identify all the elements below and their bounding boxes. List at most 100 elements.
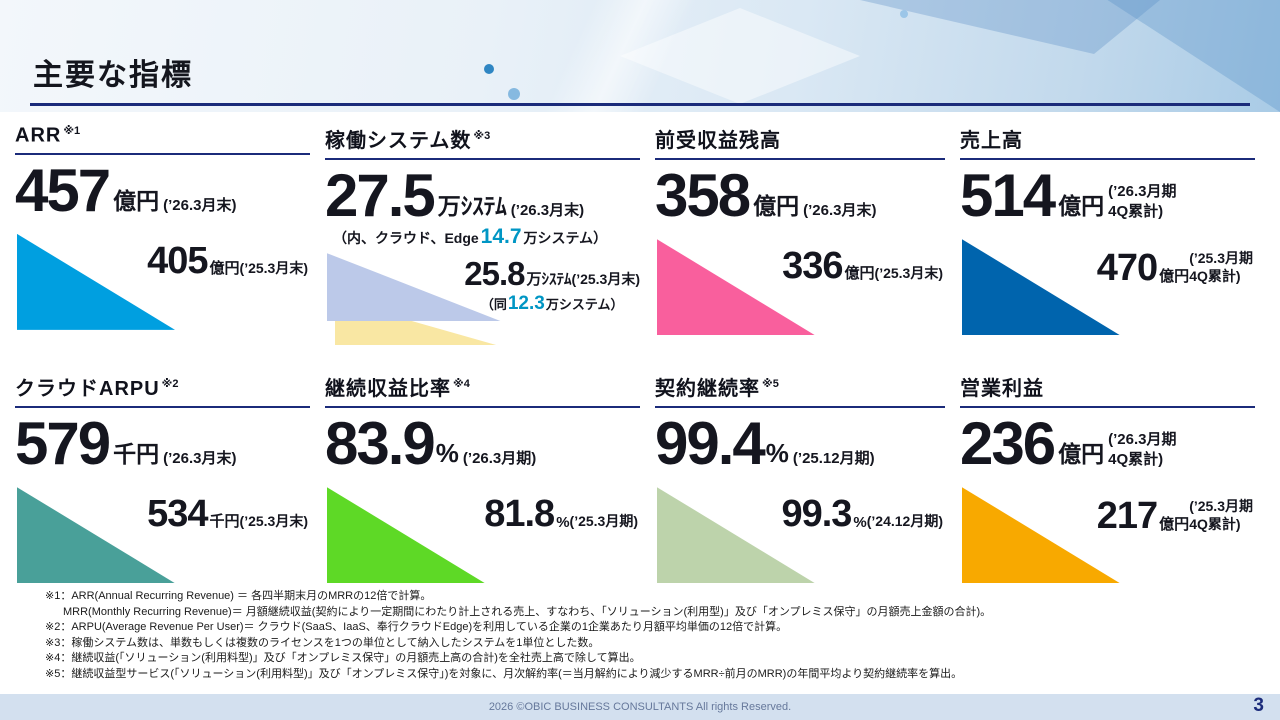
previous-value-unit: % — [853, 514, 867, 532]
card-title-text: 営業利益 — [960, 378, 1044, 400]
current-value-period: (’26.3月期 4Q累計) — [1108, 182, 1176, 221]
previous-subnote-suffix: 万システム） — [545, 296, 624, 312]
decor-dot — [508, 88, 520, 100]
decor-dot — [900, 10, 908, 18]
page-title: 主要な指標 — [33, 59, 193, 92]
card-title-text: 稼働システム数 — [325, 130, 472, 152]
previous-value-unit: % — [556, 514, 570, 532]
current-value-unit: 億円 — [113, 187, 160, 214]
current-value: 99.4 % (’25.12月期) — [655, 413, 945, 473]
header-background: 主要な指標 — [0, 0, 1280, 112]
metric-card-retention-rate: 契約継続率 ※5 99.4 % (’25.12月期) 99.3% (’24.12月期… — [655, 372, 945, 598]
card-title: 前受収益残高 — [655, 124, 945, 160]
metric-card-systems: 稼働システム数 ※3 27.5 万ｼｽﾃﾑ (’26.3月末) （内、クラウド、E… — [325, 124, 640, 364]
current-value: 457 億円 (’26.3月末) — [15, 156, 310, 224]
previous-value: 25.8 万ｼｽﾃﾑ (’25.3月末) （同12.3万システム） — [464, 255, 640, 315]
trend-graphic: 81.8% (’25.3月期) — [325, 483, 640, 585]
current-value-period: (’26.3月末) — [803, 202, 877, 220]
card-title-text: 継続収益比率 — [325, 378, 451, 400]
current-value-number: 83.9 — [325, 410, 436, 477]
current-value-unit: % — [435, 438, 459, 469]
page-number: 3 — [1253, 695, 1264, 716]
current-value-unit: 億円 — [753, 193, 800, 220]
previous-value-number: 81.8 — [484, 493, 555, 536]
current-value-unit: 千円 — [113, 441, 160, 468]
previous-value-period: (’25.3月末) — [571, 270, 640, 287]
trend-graphic: 470 億円 (’25.3月期 4Q累計) — [960, 235, 1255, 337]
previous-value-unit: 億円 — [209, 260, 240, 278]
subnote-prefix: （内、クラウド、Edge — [333, 230, 479, 247]
subnote-highlight: 14.7 — [480, 225, 522, 249]
current-value: 514 億円 (’26.3月期 4Q累計) — [960, 162, 1255, 229]
previous-value-number: 99.3 — [781, 493, 852, 536]
title-underline — [30, 103, 1250, 106]
trend-graphic: 534 千円 (’25.3月末) — [15, 483, 310, 585]
previous-value-period: (’25.3月期 4Q累計) — [1189, 497, 1253, 533]
previous-value: 217 億円 (’25.3月期 4Q累計) — [1097, 497, 1253, 535]
current-value-period: (’26.3月末) — [163, 450, 237, 468]
previous-value-unit: 億円 — [844, 265, 875, 283]
previous-subnote-highlight: 12.3 — [507, 292, 545, 314]
previous-value-number: 470 — [1096, 247, 1158, 290]
previous-value: 470 億円 (’25.3月期 4Q累計) — [1096, 247, 1253, 290]
trend-graphic: 217 億円 (’25.3月期 4Q累計) — [960, 483, 1255, 585]
current-value-period: (’26.3月期 4Q累計) — [1108, 430, 1176, 469]
period-line-2: 4Q累計) — [1189, 516, 1241, 533]
cloud-edge-subnote: （内、クラウド、Edge14.7 万システム） — [333, 225, 640, 249]
previous-value: 534 千円 (’25.3月末) — [147, 495, 308, 533]
current-value-number: 457 — [15, 156, 111, 224]
previous-value-period: (’25.3月末) — [239, 260, 308, 277]
previous-value-unit: 億円 — [1159, 515, 1190, 533]
current-value-unit: 億円 — [1058, 441, 1105, 468]
previous-value-period: (’25.3月末) — [239, 513, 308, 530]
current-value-period: (’26.3月期) — [462, 450, 537, 468]
metric-card-recurring-ratio: 継続収益比率 ※4 83.9 % (’26.3月期) 81.8% (’25.3月期) — [325, 372, 640, 598]
metrics-grid: ARR ※1 457 億円 (’26.3月末) 405 億円 (’25.3月末) 稼働… — [15, 124, 1265, 598]
previous-value-number: 25.8 — [464, 255, 525, 293]
current-value-unit: 万ｼｽﾃﾑ — [437, 193, 507, 220]
triangle-shape — [327, 487, 485, 584]
current-value: 27.5 万ｼｽﾃﾑ (’26.3月末) — [325, 165, 640, 225]
period-line-1: (’26.3月期 — [1108, 431, 1177, 449]
footnote-ref: ※4 — [453, 378, 470, 391]
previous-value: 405 億円 (’25.3月末) — [147, 239, 308, 282]
current-value-unit: 億円 — [1058, 193, 1105, 220]
previous-value-unit: 千円 — [209, 513, 240, 531]
card-title: 営業利益 — [960, 372, 1255, 408]
previous-value-period: (’24.12月期) — [866, 513, 943, 530]
subnote-suffix: 万システム） — [523, 230, 608, 247]
card-title: 契約継続率 ※5 — [655, 372, 945, 408]
card-title-text: 前受収益残高 — [655, 130, 781, 152]
current-value: 358 億円 (’26.3月末) — [655, 165, 945, 225]
footnote-3: ※3：稼働システム数は、単数もしくは複数のライセンスを1つの単位として納入したシ… — [45, 636, 600, 649]
current-value-number: 514 — [960, 162, 1056, 229]
trend-graphic: 99.3% (’24.12月期) — [655, 483, 945, 585]
metric-card-sales: 売上高 514 億円 (’26.3月期 4Q累計) 470 億円 (’25.3月期… — [960, 124, 1255, 364]
card-title-text: ARR — [15, 124, 62, 147]
trend-graphic: 405 億円 (’25.3月末) — [15, 230, 310, 332]
card-title-text: 契約継続率 — [655, 378, 760, 400]
current-value-number: 236 — [960, 410, 1056, 477]
metric-card-deferred-revenue: 前受収益残高 358 億円 (’26.3月末) 336 億円 (’25.3月末) — [655, 124, 945, 364]
trend-graphic: 25.8 万ｼｽﾃﾑ (’25.3月末) （同12.3万システム） — [325, 251, 640, 346]
period-line-1: (’25.3月期 — [1189, 498, 1253, 515]
previous-value-number: 336 — [782, 245, 843, 288]
period-line-2: 4Q累計) — [1189, 268, 1241, 285]
card-title: 稼働システム数 ※3 — [325, 124, 640, 160]
card-title: ARR ※1 — [15, 124, 310, 155]
previous-value-period: (’25.3月期) — [569, 513, 638, 530]
previous-value-period: (’25.3月期 4Q累計) — [1189, 249, 1253, 285]
footnote-1-continued: MRR(Monthly Recurring Revenue)＝ 月額継続収益(契… — [63, 605, 992, 618]
header-decor-streak — [330, 0, 910, 112]
decor-dot — [484, 64, 494, 74]
previous-value-unit: 万ｼｽﾃﾑ — [526, 270, 572, 288]
footnote-1: ※1：ARR(Annual Recurring Revenue) ＝ 各四半期末… — [45, 590, 432, 602]
footnotes: ※1：ARR(Annual Recurring Revenue) ＝ 各四半期末… — [45, 589, 1260, 682]
period-line-1: (’25.3月期 — [1189, 250, 1253, 267]
current-value-period: (’25.12月期) — [792, 450, 875, 468]
current-value: 579 千円 (’26.3月末) — [15, 413, 310, 473]
current-value-period: (’26.3月末) — [163, 196, 237, 214]
footnote-4: ※4：継続収益(「ソリューション(利用料型)」及び「オンプレミス保守」の月額売上… — [45, 652, 641, 664]
previous-value-number: 405 — [147, 239, 208, 282]
